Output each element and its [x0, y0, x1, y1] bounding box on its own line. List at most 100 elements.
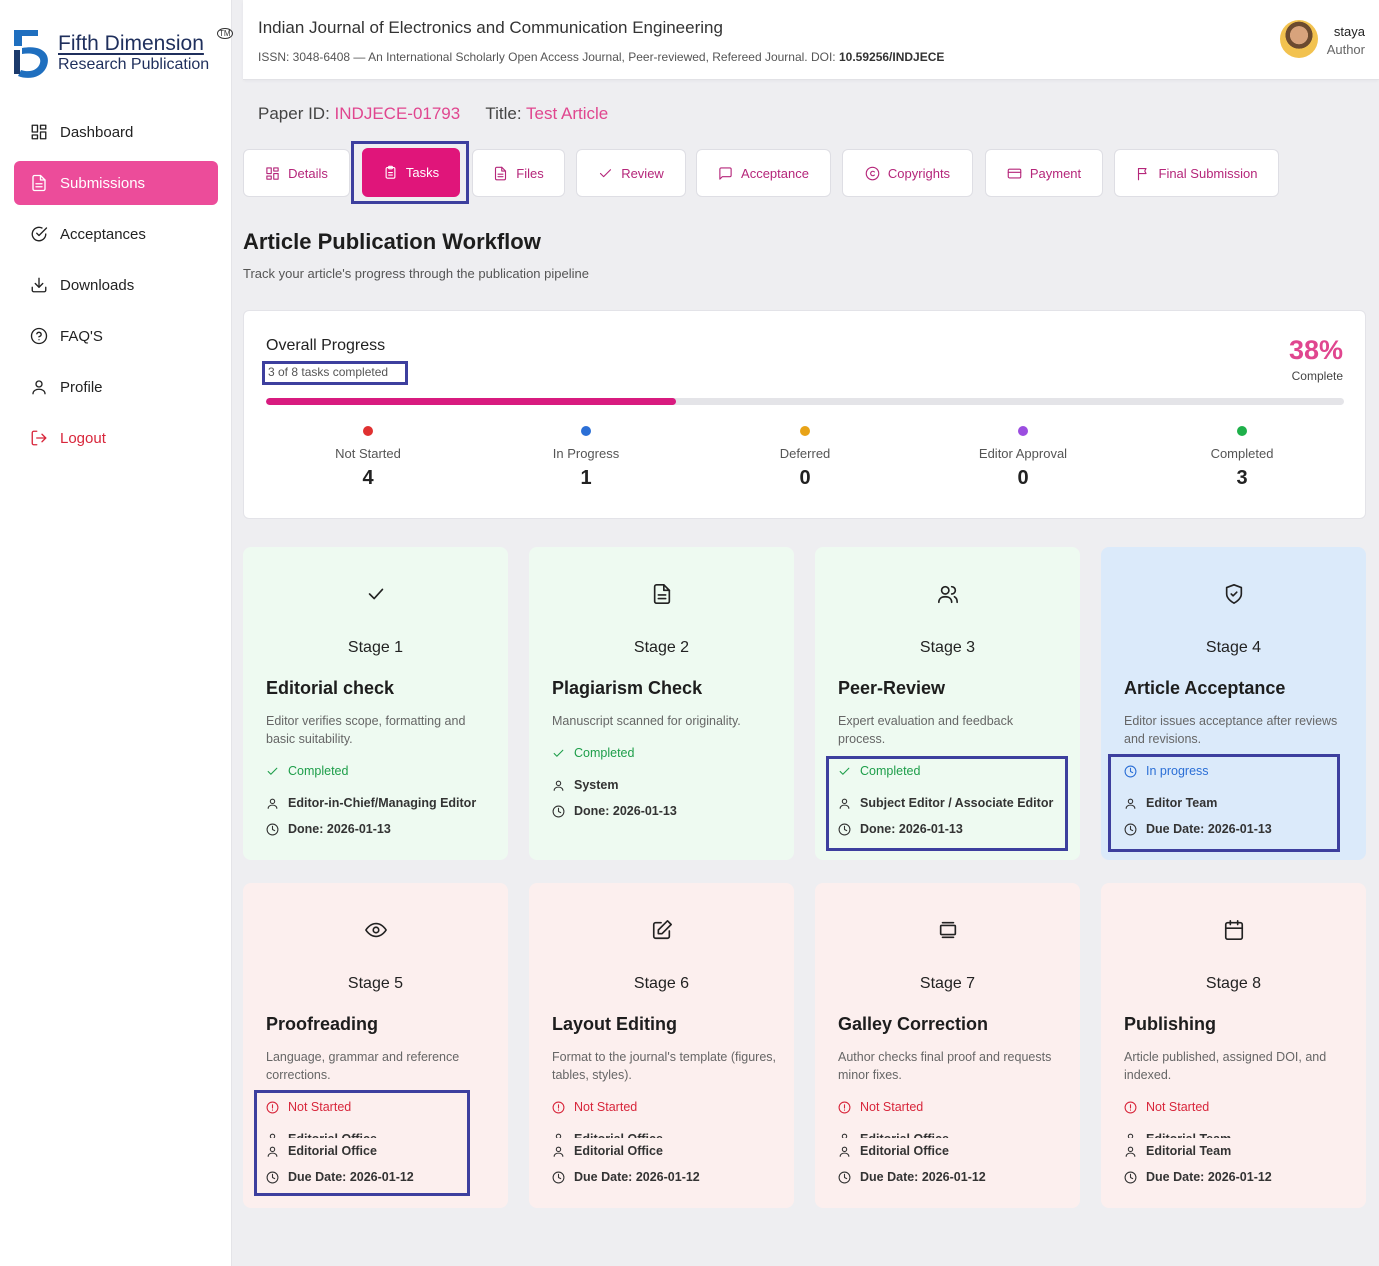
stat-value: 0	[799, 467, 811, 489]
check-icon	[368, 588, 383, 600]
stage-card-6[interactable]: Stage 6 Layout Editing Format to the jou…	[529, 883, 794, 1208]
stage-status-text: Completed	[574, 746, 635, 760]
sidebar-item-submissions[interactable]: Submissions	[14, 161, 218, 205]
user-icon	[267, 798, 278, 809]
sidebar-item-label: Profile	[60, 378, 103, 396]
status-dot	[800, 426, 810, 436]
stage-status-text: Completed	[860, 764, 921, 778]
stage-owner-ghost: Editorial Office	[266, 1132, 377, 1138]
user-icon	[1125, 798, 1136, 809]
stage-status: Not Started	[838, 1100, 923, 1114]
stage-status-text: Completed	[288, 764, 349, 778]
stage-owner: Editorial Office	[552, 1144, 663, 1158]
journal-title: Indian Journal of Electronics and Commun…	[258, 18, 723, 37]
stage-number: Stage 6	[633, 975, 690, 992]
paper-title-label: Title:	[485, 104, 522, 123]
clock-icon	[266, 1171, 279, 1183]
stage-owner-text: System	[574, 778, 619, 792]
stage-owner: System	[552, 778, 618, 792]
stage-status-text: Not Started	[1146, 1100, 1210, 1114]
stage-status-text: In progress	[1146, 764, 1209, 778]
stage-owner-text: Editor Team	[1146, 796, 1218, 810]
stat-in-progress: In Progress 1	[506, 426, 666, 490]
stage-owner-ghost: Editorial Office	[838, 1132, 949, 1138]
stage-owner: Subject Editor / Associate Editor	[838, 796, 1053, 810]
trademark-mark: TM	[217, 28, 233, 39]
stage-date: Due Date: 2026-01-12	[838, 1170, 986, 1184]
grid-icon	[31, 124, 47, 140]
check-circle-icon	[31, 226, 48, 242]
sidebar-item-faqs[interactable]: FAQ'S	[14, 314, 218, 358]
clock-icon	[1124, 1171, 1137, 1183]
stage-card-5[interactable]: Stage 5 Proofreading Language, grammar a…	[243, 883, 508, 1208]
layers-icon	[939, 921, 956, 939]
stage-date: Done: 2026-01-13	[266, 822, 391, 836]
stat-label: Completed	[1210, 446, 1274, 461]
sidebar-item-acceptances[interactable]: Acceptances	[14, 212, 218, 256]
clock-icon	[1124, 823, 1137, 835]
tab-details[interactable]: Details	[243, 149, 350, 197]
user-icon	[267, 1146, 278, 1157]
message-icon	[719, 166, 732, 180]
stage-status: Completed	[838, 764, 920, 778]
user-role: Author	[1326, 42, 1365, 57]
calendar-icon	[1224, 920, 1243, 940]
avatar[interactable]	[1280, 20, 1318, 58]
edit-icon	[652, 920, 672, 940]
tab-acceptance[interactable]: Acceptance	[696, 149, 831, 197]
status-dot	[1237, 426, 1247, 436]
tab-label: Files	[516, 165, 544, 181]
tab-final-submission[interactable]: Final Submission	[1114, 149, 1279, 197]
stage-owner: Editorial Team	[1124, 1144, 1231, 1158]
stage-owner-ghost-text: Editorial Office	[574, 1132, 663, 1138]
alert-circle-icon	[266, 1101, 279, 1113]
stage-card-8[interactable]: Stage 8 Publishing Article published, as…	[1101, 883, 1366, 1208]
users-icon	[937, 585, 958, 604]
sidebar-item-label: Submissions	[60, 174, 146, 192]
tab-payment[interactable]: Payment	[985, 149, 1103, 197]
sidebar-item-label: Logout	[60, 429, 106, 447]
stage-status: Not Started	[266, 1100, 351, 1114]
stage-number: Stage 8	[1205, 975, 1262, 992]
sidebar-item-logout[interactable]: Logout	[14, 416, 218, 460]
page-subtitle: Track your article's progress through th…	[243, 266, 589, 281]
document-icon	[32, 174, 46, 192]
status-dot	[1018, 426, 1028, 436]
stage-status-text: Not Started	[288, 1100, 352, 1114]
check-icon	[600, 168, 612, 177]
stat-value: 4	[362, 467, 374, 489]
stage-name: Editorial check	[266, 678, 395, 698]
stage-status-text: Not Started	[574, 1100, 638, 1114]
tab-label: Review	[621, 165, 664, 181]
alert-circle-icon	[1124, 1101, 1137, 1113]
stage-highlight-box	[1108, 754, 1340, 852]
stage-highlight-box	[826, 756, 1068, 851]
stage-description: Expert evaluation and feedback process.	[838, 714, 1014, 746]
tab-review[interactable]: Review	[576, 149, 686, 197]
clock-icon	[838, 1171, 851, 1183]
stage-card-1[interactable]: Stage 1 Editorial check Editor verifies …	[243, 547, 508, 860]
tab-tasks[interactable]: Tasks	[362, 148, 460, 197]
sidebar-item-dashboard[interactable]: Dashboard	[14, 110, 218, 154]
stage-card-4[interactable]: Stage 4 Article Acceptance Editor issues…	[1101, 547, 1366, 860]
stage-owner: Editor-in-Chief/Managing Editor	[266, 796, 476, 810]
user-icon	[553, 1146, 564, 1157]
stage-date-text: Due Date: 2026-01-13	[1146, 822, 1272, 836]
sidebar-item-profile[interactable]: Profile	[14, 365, 218, 409]
stage-description: Editor verifies scope, formatting and ba…	[266, 714, 466, 746]
stage-card-3[interactable]: Stage 3 Peer-Review Expert evaluation an…	[815, 547, 1080, 860]
journal-doi: 10.59256/INDJECE	[838, 50, 945, 64]
stage-description: Editor issues acceptance after reviews a…	[1124, 714, 1338, 746]
brand-logo[interactable]: Fifth Dimension Research Publication TM	[12, 26, 233, 80]
stage-card-2[interactable]: Stage 2 Plagiarism Check Manuscript scan…	[529, 547, 794, 860]
stage-card-7[interactable]: Stage 7 Galley Correction Author checks …	[815, 883, 1080, 1208]
stage-number: Stage 1	[347, 639, 404, 656]
stage-highlight-box	[254, 1090, 470, 1196]
sidebar-item-downloads[interactable]: Downloads	[14, 263, 218, 307]
logo-mark-icon	[14, 30, 48, 78]
tab-files[interactable]: Files	[472, 149, 565, 197]
stat-label: Editor Approval	[978, 446, 1068, 461]
user-icon	[1127, 1133, 1134, 1138]
tab-copyrights[interactable]: Copyrights	[842, 149, 973, 197]
status-dot	[363, 426, 373, 436]
